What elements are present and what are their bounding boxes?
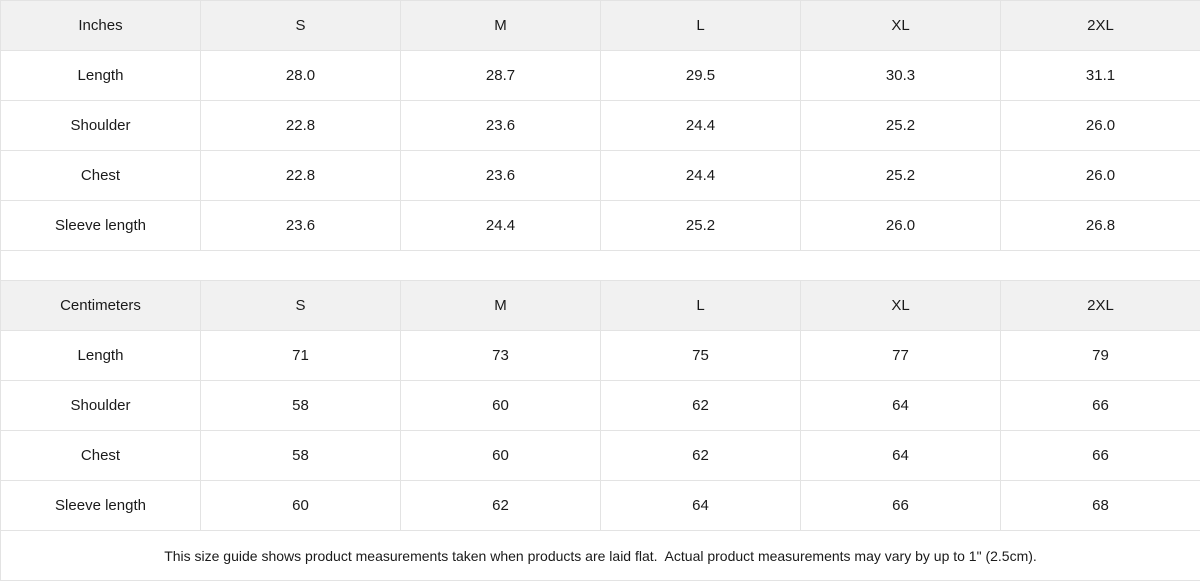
size-header-2xl: 2XL [1001, 1, 1200, 51]
measurement-cell: 23.6 [401, 101, 601, 151]
measurement-cell: 64 [601, 481, 801, 531]
measurement-cell: 79 [1001, 331, 1200, 381]
measurement-cell: 31.1 [1001, 51, 1200, 101]
measurement-cell: 30.3 [801, 51, 1001, 101]
size-header-2xl: 2XL [1001, 281, 1200, 331]
measurement-cell: 62 [601, 381, 801, 431]
size-header-s: S [201, 1, 401, 51]
row-label-shoulder: Shoulder [1, 101, 201, 151]
measurement-cell: 64 [801, 431, 1001, 481]
row-label-sleeve-length: Sleeve length [1, 201, 201, 251]
measurement-cell: 22.8 [201, 101, 401, 151]
row-label-sleeve-length: Sleeve length [1, 481, 201, 531]
size-header-m: M [401, 281, 601, 331]
measurement-cell: 23.6 [201, 201, 401, 251]
measurement-cell: 26.0 [801, 201, 1001, 251]
footnote-text: This size guide shows product measuremen… [1, 531, 1200, 581]
measurement-cell: 62 [401, 481, 601, 531]
measurement-cell: 66 [1001, 431, 1200, 481]
row-label-length: Length [1, 51, 201, 101]
table-spacer-row [1, 251, 1200, 281]
row-label-shoulder: Shoulder [1, 381, 201, 431]
size-header-m: M [401, 1, 601, 51]
measurement-cell: 66 [801, 481, 1001, 531]
measurement-cell: 75 [601, 331, 801, 381]
size-header-l: L [601, 281, 801, 331]
measurement-cell: 60 [201, 481, 401, 531]
unit-label-centimeters: Centimeters [1, 281, 201, 331]
unit-label-inches: Inches [1, 1, 201, 51]
measurement-cell: 28.0 [201, 51, 401, 101]
measurement-cell: 73 [401, 331, 601, 381]
row-label-length: Length [1, 331, 201, 381]
measurement-cell: 66 [1001, 381, 1200, 431]
measurement-cell: 26.0 [1001, 151, 1200, 201]
measurement-cell: 62 [601, 431, 801, 481]
row-label-chest: Chest [1, 431, 201, 481]
measurement-cell: 24.4 [401, 201, 601, 251]
size-header-s: S [201, 281, 401, 331]
measurement-cell: 28.7 [401, 51, 601, 101]
size-header-xl: XL [801, 281, 1001, 331]
measurement-cell: 26.0 [1001, 101, 1200, 151]
size-header-l: L [601, 1, 801, 51]
measurement-cell: 22.8 [201, 151, 401, 201]
measurement-cell: 29.5 [601, 51, 801, 101]
measurement-cell: 71 [201, 331, 401, 381]
footnote-row: This size guide shows product measuremen… [1, 531, 1200, 581]
row-label-chest: Chest [1, 151, 201, 201]
measurement-cell: 58 [201, 431, 401, 481]
measurement-cell: 24.4 [601, 101, 801, 151]
measurement-cell: 64 [801, 381, 1001, 431]
measurement-cell: 68 [1001, 481, 1200, 531]
measurement-cell: 60 [401, 381, 601, 431]
measurement-cell: 24.4 [601, 151, 801, 201]
measurement-cell: 58 [201, 381, 401, 431]
measurement-cell: 77 [801, 331, 1001, 381]
measurement-cell: 25.2 [801, 151, 1001, 201]
measurement-cell: 60 [401, 431, 601, 481]
measurement-cell: 25.2 [801, 101, 1001, 151]
size-header-xl: XL [801, 1, 1001, 51]
measurement-cell: 26.8 [1001, 201, 1200, 251]
table-spacer-cell [1, 251, 1200, 281]
measurement-cell: 25.2 [601, 201, 801, 251]
measurement-cell: 23.6 [401, 151, 601, 201]
